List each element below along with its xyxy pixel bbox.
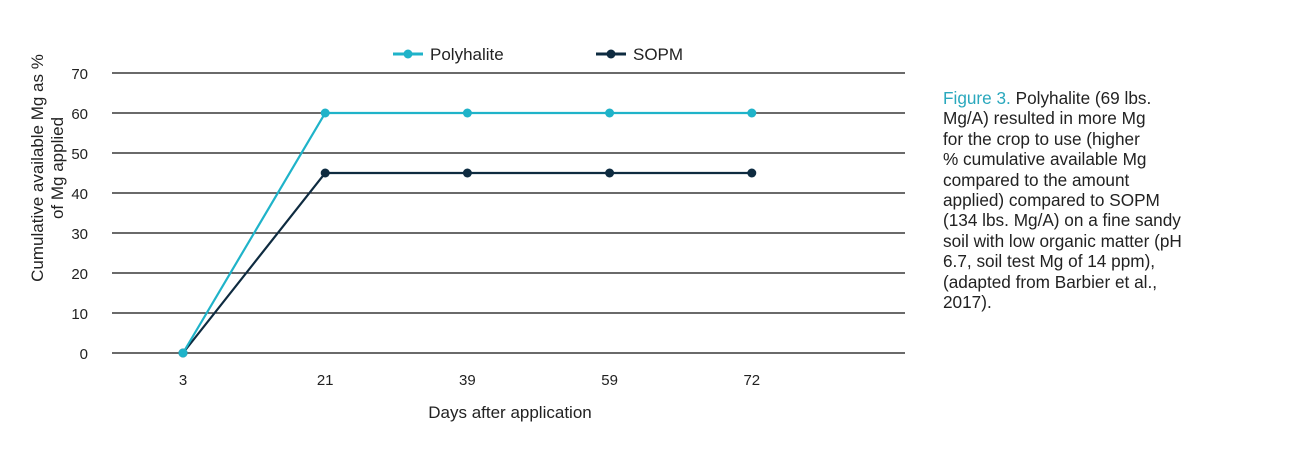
x-tick-label: 3 (179, 372, 187, 389)
caption-line: % cumulative available Mg (943, 149, 1147, 170)
series-polyhalite (178, 108, 757, 358)
caption-line: 6.7, soil test Mg of 14 ppm), (943, 251, 1156, 272)
figure-caption: Figure 3. Polyhalite (69 lbs. Mg/A) resul… (943, 88, 1182, 312)
legend-marker (606, 49, 616, 59)
y-tick-label: 20 (71, 266, 88, 283)
data-point (747, 168, 757, 178)
caption-line: soil with low organic matter (pH (943, 230, 1182, 251)
legend: Polyhalite SOPM (393, 45, 683, 64)
caption-text: Polyhalite (69 lbs. (1010, 88, 1152, 108)
series-sopm (178, 168, 757, 358)
legend-marker (403, 49, 413, 59)
data-point (462, 108, 472, 118)
series-line (182, 171, 752, 354)
caption-line: 2017). (943, 292, 992, 313)
legend-item-sopm: SOPM (596, 45, 683, 64)
y-tick-label: 50 (71, 146, 88, 163)
gridlines (112, 72, 905, 354)
caption-line: for the crop to use (higher (943, 128, 1140, 149)
y-tick-label: 70 (71, 66, 88, 83)
y-tick-label: 30 (71, 226, 88, 243)
data-point (178, 348, 188, 358)
caption-line: Figure 3. Polyhalite (69 lbs. (943, 88, 1182, 108)
caption-line: (adapted from Barbier et al., (943, 271, 1157, 292)
caption-line: applied) compared to SOPM (943, 190, 1160, 211)
caption-line: (134 lbs. Mg/A) on a fine sandy (943, 210, 1181, 231)
y-tick-label: 10 (71, 306, 88, 323)
y-axis-label-line-1: Cumulative available Mg as % (28, 54, 47, 282)
data-point (747, 108, 757, 118)
legend-label: SOPM (633, 45, 683, 64)
caption-line: Mg/A) resulted in more Mg (943, 108, 1146, 129)
data-point (605, 168, 615, 178)
y-tick-label: 60 (71, 106, 88, 123)
x-axis-ticks: 3 21 39 59 72 (179, 372, 760, 389)
figure-label: Figure 3. (943, 88, 1011, 108)
x-axis-label: Days after application (428, 403, 591, 422)
x-tick-label: 21 (317, 372, 334, 389)
line-chart: 0 10 20 30 40 50 60 70 3 21 39 59 72 Polyhalite SOPM… (28, 45, 905, 422)
x-tick-label: 72 (743, 372, 760, 389)
y-tick-label: 40 (71, 186, 88, 203)
y-axis-label-line-2: of Mg applied (48, 117, 67, 219)
legend-label: Polyhalite (430, 45, 504, 64)
data-point (320, 108, 330, 118)
data-point (462, 168, 472, 178)
legend-item-polyhalite: Polyhalite (393, 45, 504, 64)
data-point (320, 168, 330, 178)
x-tick-label: 39 (459, 372, 476, 389)
y-tick-label: 0 (80, 346, 88, 363)
data-point (605, 108, 615, 118)
caption-line: compared to the amount (943, 169, 1130, 190)
x-tick-label: 59 (601, 372, 618, 389)
series-lines (178, 108, 757, 358)
y-axis-ticks: 0 10 20 30 40 50 60 70 (71, 66, 88, 363)
